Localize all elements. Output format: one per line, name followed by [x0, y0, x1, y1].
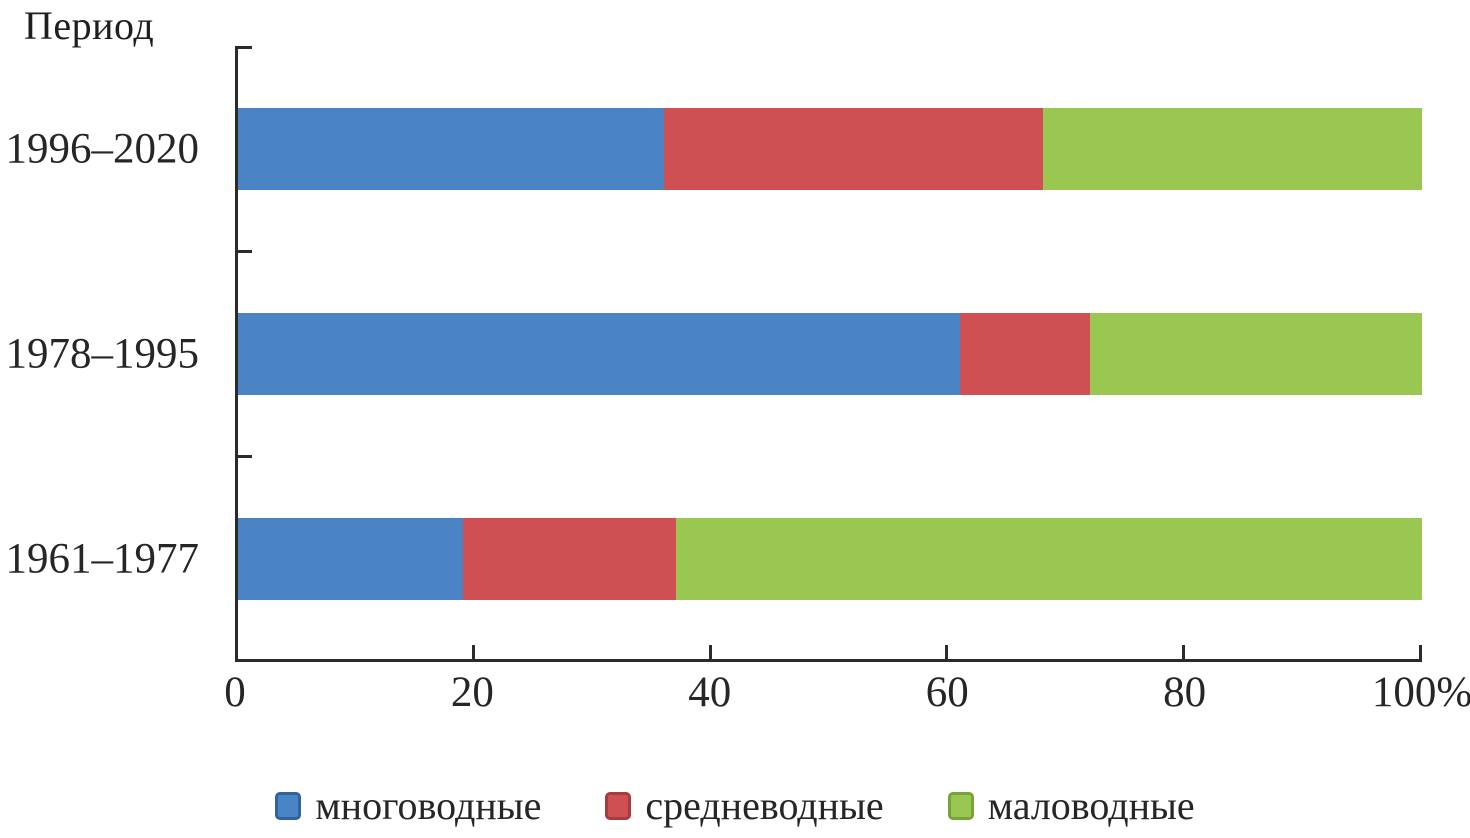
bar-segment-многоводные — [238, 518, 463, 601]
value-tick-label: 80 — [1163, 669, 1207, 716]
category-label: 1961–1977 — [5, 535, 200, 583]
plot-area — [235, 46, 1422, 662]
legend-swatch-icon — [275, 791, 302, 820]
value-tick-label: 20 — [450, 669, 494, 716]
y-axis-title: Период — [24, 3, 155, 48]
bar-segment-многоводные — [238, 107, 665, 190]
bar-row — [238, 107, 1422, 190]
value-tick-label: 100% — [1371, 669, 1470, 716]
legend-label: маловодные — [987, 783, 1195, 828]
bar-segment-маловодные — [676, 518, 1422, 601]
legend-label: многоводные — [315, 783, 542, 828]
legend-item-маловодные: маловодные — [947, 782, 1195, 829]
y-axis-tick — [238, 455, 252, 459]
bar-segment-средневодные — [664, 107, 1044, 190]
legend-item-средневодные: средневодные — [605, 782, 884, 829]
legend-swatch-icon — [947, 791, 974, 820]
category-label: 1978–1995 — [5, 330, 200, 378]
legend-label: средневодные — [645, 783, 884, 828]
bar-segment-маловодные — [1043, 107, 1422, 190]
bar-row — [238, 518, 1422, 601]
x-axis-tick — [1182, 645, 1186, 659]
value-axis-labels: 0 20 40 60 80 100% — [224, 668, 1470, 728]
bar-row — [238, 313, 1422, 395]
value-tick-label: 0 — [224, 669, 246, 716]
value-tick-label: 40 — [688, 669, 732, 716]
legend-item-многоводные: многоводные — [275, 782, 541, 829]
x-axis-tick — [708, 645, 712, 659]
bar-segment-маловодные — [1090, 313, 1422, 395]
y-axis-tick — [238, 46, 252, 49]
bar-segment-средневодные — [462, 518, 677, 601]
value-tick-label: 60 — [925, 669, 969, 716]
legend-swatch-icon — [605, 791, 632, 820]
category-label: 1996–2020 — [5, 125, 200, 173]
bar-segment-многоводные — [238, 313, 961, 395]
bar-segment-средневодные — [960, 313, 1091, 395]
x-axis-tick — [1419, 645, 1422, 659]
category-axis-labels: 1996–2020 1978–1995 1961–1977 — [0, 46, 205, 662]
x-axis-tick — [471, 645, 475, 659]
x-axis-tick — [945, 645, 949, 659]
legend: многоводные средневодные маловодные — [0, 782, 1470, 829]
y-axis-tick — [238, 249, 252, 253]
